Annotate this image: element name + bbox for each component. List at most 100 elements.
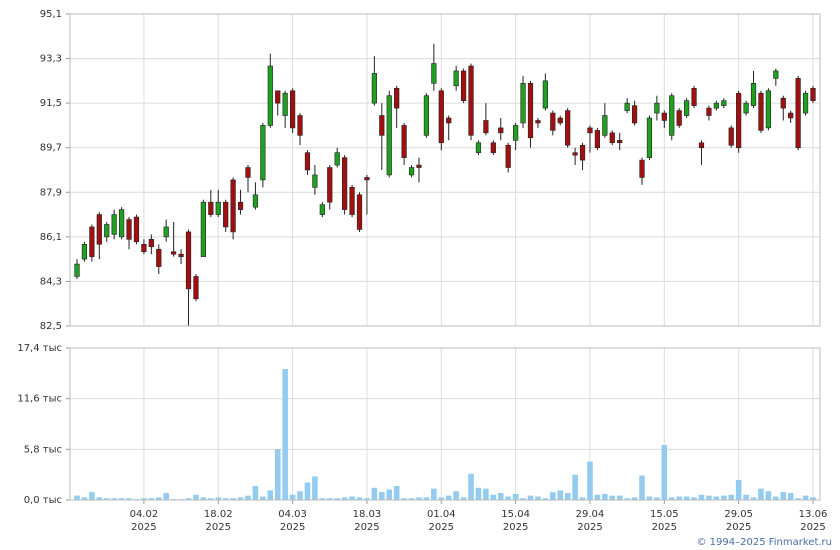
volume-bar bbox=[765, 491, 772, 500]
volume-bar bbox=[557, 490, 564, 500]
volume-bar bbox=[661, 444, 668, 500]
price-frame bbox=[69, 13, 821, 327]
volume-bar bbox=[527, 495, 534, 500]
candle-body bbox=[81, 243, 88, 260]
volume-bar bbox=[386, 489, 393, 500]
volume-bar bbox=[185, 498, 192, 500]
x-tick-label: 04.02 bbox=[130, 509, 159, 520]
y-tick-label: 82,5 bbox=[40, 321, 62, 332]
candle-body bbox=[119, 209, 125, 238]
volume-bar bbox=[312, 476, 318, 500]
volume-bar bbox=[364, 498, 370, 500]
candle-body bbox=[468, 65, 474, 136]
candle-body bbox=[684, 100, 690, 116]
volume-bar bbox=[728, 494, 735, 500]
volume-bar bbox=[245, 495, 251, 500]
x-tick-label: 18.02 bbox=[204, 509, 233, 520]
x-tick-label: 29.04 bbox=[576, 509, 605, 520]
candle-body bbox=[728, 127, 734, 146]
candle-body bbox=[557, 117, 563, 124]
candle-body bbox=[371, 73, 377, 104]
x-tick-label: 15.04 bbox=[501, 509, 530, 520]
candle-body bbox=[178, 253, 184, 257]
candle-body bbox=[171, 251, 177, 255]
candle-body bbox=[639, 159, 645, 178]
candle-body bbox=[312, 174, 318, 188]
volume-bar bbox=[646, 496, 653, 500]
volume-bar bbox=[89, 492, 95, 500]
candle-body bbox=[669, 95, 675, 136]
volume-bar bbox=[96, 497, 103, 500]
candle-body bbox=[527, 83, 534, 139]
volume-bar bbox=[103, 498, 110, 500]
candle-body bbox=[230, 179, 236, 233]
candle-body bbox=[565, 110, 571, 146]
volume-bar bbox=[520, 498, 526, 500]
volume-bar bbox=[780, 492, 787, 500]
footer[interactable]: © 1994–2025 Finmarket.ru bbox=[696, 537, 832, 548]
candle-body bbox=[520, 83, 526, 124]
volume-bar bbox=[743, 494, 749, 500]
volume-bar bbox=[252, 486, 259, 500]
candle-body bbox=[223, 201, 229, 228]
candle-body bbox=[654, 102, 660, 114]
x-tick-label: 2025 bbox=[652, 522, 677, 533]
candle-body bbox=[475, 142, 482, 153]
candle-body bbox=[453, 70, 459, 87]
volume-bar bbox=[721, 495, 727, 500]
volume-bar bbox=[758, 488, 764, 500]
candle-body bbox=[617, 139, 623, 144]
candle-body bbox=[743, 102, 749, 114]
candle-body bbox=[542, 80, 548, 109]
candle-body bbox=[721, 100, 727, 106]
volume-bar bbox=[795, 498, 801, 500]
x-tick-label: 01.04 bbox=[427, 509, 456, 520]
candle-body bbox=[431, 63, 437, 84]
volume-bar bbox=[408, 498, 415, 500]
volume-bar bbox=[356, 497, 363, 500]
candle-body bbox=[89, 226, 95, 257]
candle-body bbox=[275, 90, 281, 104]
x-tick-label: 2025 bbox=[131, 522, 156, 533]
candle-body bbox=[289, 90, 296, 129]
y-tick-label: 86,1 bbox=[40, 232, 62, 243]
volume-bar bbox=[297, 491, 303, 500]
volume-bar bbox=[773, 496, 779, 500]
volume-bar bbox=[631, 497, 638, 500]
volume-bar bbox=[453, 491, 459, 500]
volume-bar bbox=[148, 498, 155, 500]
candle-body bbox=[200, 201, 206, 257]
candle-body bbox=[802, 92, 809, 114]
candle-body bbox=[379, 115, 385, 136]
volume-bar bbox=[460, 497, 467, 500]
volume-bar bbox=[668, 497, 675, 500]
candle-body bbox=[498, 127, 504, 134]
candle-body bbox=[364, 177, 370, 181]
volume-bar bbox=[200, 497, 207, 500]
candle-body bbox=[334, 152, 340, 166]
volume-bar bbox=[490, 494, 497, 500]
volume-bar bbox=[193, 494, 199, 500]
candle-body bbox=[810, 87, 816, 101]
x-tick-label: 29.05 bbox=[724, 509, 753, 520]
volume-bar bbox=[237, 497, 244, 500]
candle-body bbox=[646, 117, 653, 158]
volume-bar bbox=[334, 498, 340, 500]
candle-body bbox=[624, 102, 630, 111]
candle-body bbox=[282, 92, 288, 116]
y-tick-label: 87,9 bbox=[40, 187, 62, 198]
candle-body bbox=[609, 132, 615, 144]
volume-bar bbox=[579, 497, 586, 500]
volume-bar bbox=[319, 498, 326, 500]
volume-frame bbox=[69, 347, 821, 501]
volume-bar bbox=[118, 498, 125, 500]
x-tick-label: 18.03 bbox=[353, 509, 382, 520]
volume-bar bbox=[735, 479, 742, 500]
y-tick-label: 95,1 bbox=[40, 9, 62, 20]
volume-bar bbox=[208, 498, 214, 500]
volume-bar bbox=[274, 449, 281, 500]
candle-body bbox=[319, 204, 325, 215]
candle-body bbox=[260, 125, 266, 181]
candle-body bbox=[483, 120, 489, 134]
y-tick-label: 93,3 bbox=[40, 54, 62, 65]
